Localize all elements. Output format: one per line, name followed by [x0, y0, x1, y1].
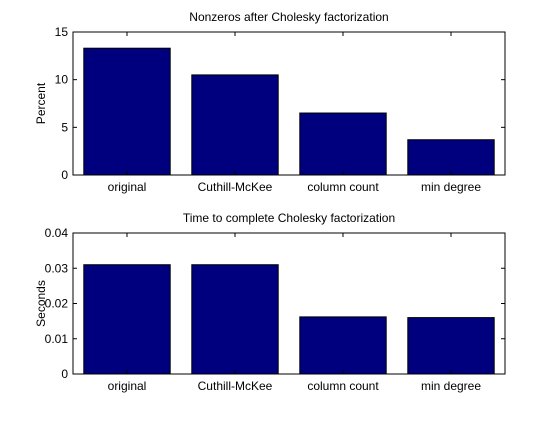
chart2-ytick-label: 0.04: [45, 226, 69, 240]
chart1-xtick-label: column count: [307, 180, 379, 194]
chart2-bar-cuthill-mckee: [191, 264, 279, 375]
chart2-ytick-label: 0.02: [45, 297, 69, 311]
chart1-ytick-label: 0: [61, 168, 68, 182]
chart1-bar-original: [83, 47, 171, 176]
chart2-bar-column-count: [299, 316, 387, 375]
chart1-ylabel: Percent: [34, 82, 48, 124]
chart1-bar-cuthill-mckee: [191, 74, 279, 176]
chart1-xtick-label: original: [108, 180, 147, 194]
chart2-bar-min-degree: [407, 317, 495, 375]
chart2-xtick-label: min degree: [421, 379, 481, 393]
chart1-ytick-label: 10: [55, 73, 69, 87]
chart1-xtick-label: min degree: [421, 180, 481, 194]
chart1-bar-column-count: [299, 112, 387, 176]
chart1-bar-min-degree: [407, 139, 495, 176]
chart1-xtick-label: Cuthill-McKee: [198, 180, 273, 194]
chart1-ytick-label: 15: [55, 25, 69, 39]
chart2-title: Time to complete Cholesky factorization: [183, 211, 395, 225]
chart2-xtick-label: original: [108, 379, 147, 393]
chart2-xtick-label: Cuthill-McKee: [198, 379, 273, 393]
chart2-xtick-label: column count: [307, 379, 379, 393]
chart1-axes-box: [72, 31, 506, 176]
chart2-ylabel: Seconds: [34, 280, 48, 327]
chart1-title: Nonzeros after Cholesky factorization: [189, 10, 388, 24]
chart2-ytick-label: 0.01: [45, 332, 69, 346]
chart2-ytick-label: 0: [61, 367, 68, 381]
chart2-ytick-label: 0.03: [45, 261, 69, 275]
chart1-ytick-label: 5: [61, 120, 68, 134]
chart2-bar-original: [83, 264, 171, 375]
